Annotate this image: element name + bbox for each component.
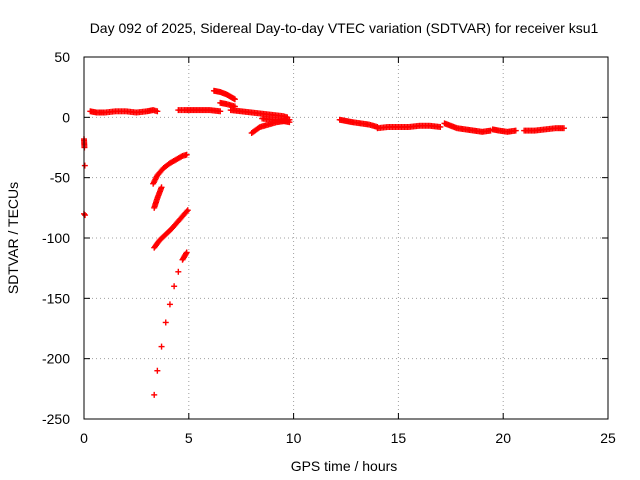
- data-series: [175, 107, 224, 115]
- data-series: [521, 125, 567, 134]
- data-point-marker: [162, 319, 169, 326]
- y-tick-label: -250: [42, 411, 70, 427]
- plot-frame: [83, 56, 609, 420]
- data-point-marker: [158, 343, 165, 350]
- data-series: [259, 115, 293, 126]
- x-tick-label: 0: [80, 430, 88, 446]
- data-point-marker: [166, 301, 173, 308]
- data-series: [151, 184, 165, 211]
- data-series: [87, 107, 161, 116]
- data-series: [441, 120, 494, 135]
- data-point-marker: [183, 151, 190, 158]
- data-point-marker: [217, 108, 224, 115]
- data-point-marker: [82, 212, 89, 219]
- data-point-marker: [437, 123, 444, 130]
- data-series: [151, 207, 191, 251]
- data-series: [489, 126, 519, 135]
- data-point-marker: [154, 367, 161, 374]
- data-point-marker: [512, 127, 519, 134]
- data-series: [151, 249, 190, 398]
- chart-title: Day 092 of 2025, Sidereal Day-to-day VTE…: [90, 20, 599, 36]
- x-tick-label: 20: [495, 430, 511, 446]
- y-tick-label: 0: [62, 109, 70, 125]
- data-point-marker: [183, 208, 190, 215]
- grid-lines: [84, 57, 608, 419]
- data-point-marker: [154, 108, 161, 115]
- data-point-marker: [184, 207, 191, 214]
- data-point-marker: [286, 119, 293, 126]
- data-points: [81, 87, 567, 398]
- y-tick-label: -150: [42, 290, 70, 306]
- data-point-marker: [151, 391, 158, 398]
- data-point-marker: [175, 268, 182, 275]
- data-series: [336, 116, 381, 130]
- y-axis-label: SDTVAR / TECUs: [5, 182, 21, 294]
- y-tick-label: -100: [42, 230, 70, 246]
- y-tick-label: 50: [54, 49, 70, 65]
- y-tick-label: -50: [50, 170, 70, 186]
- data-series: [210, 87, 238, 103]
- data-series: [150, 151, 190, 187]
- data-point-marker: [231, 96, 238, 103]
- x-tick-label: 5: [185, 430, 193, 446]
- x-tick-label: 15: [391, 430, 407, 446]
- data-point-marker: [171, 283, 178, 290]
- y-tick-label: -200: [42, 351, 70, 367]
- axis-ticks: 0 5 10 15 20 25 -250 -200 -150 -100 -50 0 50: [42, 49, 616, 446]
- data-series: [374, 122, 444, 132]
- x-axis-label: GPS time / hours: [291, 458, 398, 474]
- x-tick-label: 25: [600, 430, 616, 446]
- data-point-marker: [560, 125, 567, 132]
- data-series: [81, 136, 89, 219]
- data-point-marker: [158, 184, 165, 191]
- data-point-marker: [183, 249, 190, 256]
- x-tick-label: 10: [286, 430, 302, 446]
- data-point-marker: [81, 162, 88, 169]
